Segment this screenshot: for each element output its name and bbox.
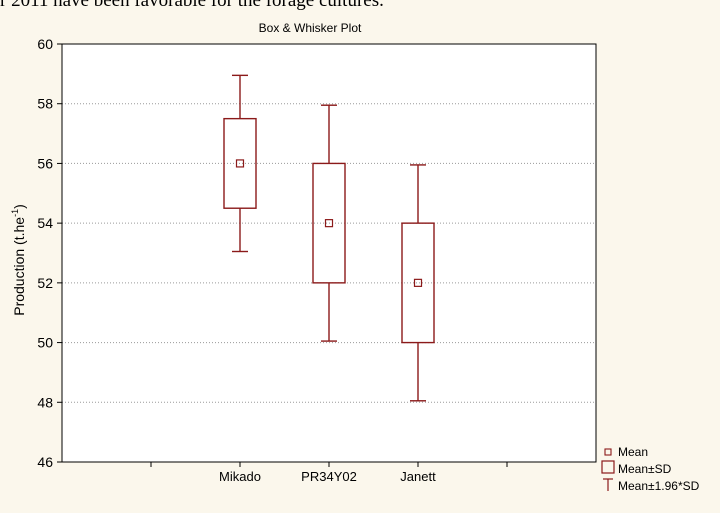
x-tick-label: Mikado xyxy=(219,469,261,484)
chart-title: Box & Whisker Plot xyxy=(259,21,362,35)
y-tick-label: 58 xyxy=(37,96,53,112)
box-marks xyxy=(223,74,435,402)
y-tick-label: 60 xyxy=(37,36,53,52)
mean-marker xyxy=(324,219,334,228)
legend-label: Mean±1.96*SD xyxy=(618,479,700,493)
caption-text: r 2011 have been favorable for the forag… xyxy=(0,0,384,11)
y-tick-label: 52 xyxy=(37,275,53,291)
legend-label: Mean xyxy=(618,445,648,459)
y-tick-label: 46 xyxy=(37,454,53,470)
box-group-pr34y02 xyxy=(312,104,346,342)
legend: Mean Mean±SD Mean±1.96*SD xyxy=(601,445,700,493)
y-axis-label: Production (t.he-1) xyxy=(10,204,27,316)
y-axis-label-main: Production (t.he xyxy=(11,217,27,316)
y-axis-label-suffix: ) xyxy=(11,204,27,209)
sd-box xyxy=(401,222,435,344)
y-tick-label: 56 xyxy=(37,155,53,171)
y-axis-label-superscript: -1 xyxy=(10,209,20,217)
legend-label: Mean±SD xyxy=(618,462,672,476)
axes: 46 48 50 52 54 56 58 60 Mikado PR34Y02 Janett xyxy=(37,36,508,484)
box-group-mikado xyxy=(223,74,257,253)
legend-sd-symbol xyxy=(601,460,615,474)
box-group-janett xyxy=(401,164,435,402)
x-tick-label: PR34Y02 xyxy=(301,469,357,484)
x-tick-label: Janett xyxy=(400,469,436,484)
mean-marker xyxy=(235,159,245,168)
sd-box xyxy=(312,162,346,284)
mean-marker xyxy=(413,278,423,287)
y-tick-label: 54 xyxy=(37,215,53,231)
y-tick-label: 48 xyxy=(37,394,53,410)
y-tick-label: 50 xyxy=(37,335,53,351)
sd-box xyxy=(223,117,257,209)
legend-mean-symbol xyxy=(604,448,612,456)
